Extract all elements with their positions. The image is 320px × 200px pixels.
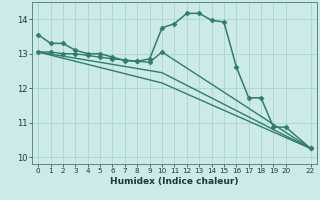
- X-axis label: Humidex (Indice chaleur): Humidex (Indice chaleur): [110, 177, 239, 186]
